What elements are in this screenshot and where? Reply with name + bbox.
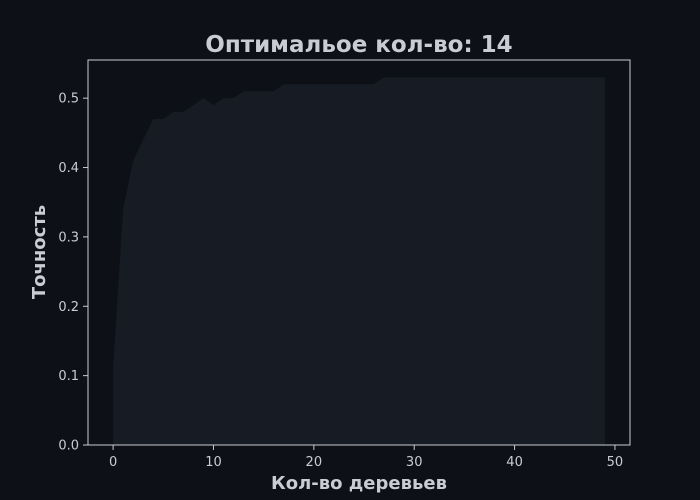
chart-title: Оптимальое кол-во: 14 <box>205 32 512 58</box>
y-tick-label: 0.4 <box>58 161 79 176</box>
y-axis: 0.0 0.1 0.2 0.3 0.4 0.5 <box>58 92 88 454</box>
y-axis-label: Точность <box>29 205 50 299</box>
x-tick-label: 40 <box>506 455 523 470</box>
x-tick-label: 0 <box>109 455 117 470</box>
x-axis-label: Кол-во деревьев <box>271 473 447 494</box>
y-tick-label: 0.3 <box>58 230 79 245</box>
x-tick-label: 20 <box>306 455 323 470</box>
x-axis: 0 10 20 30 40 50 <box>109 445 623 470</box>
x-tick-label: 10 <box>205 455 222 470</box>
y-tick-label: 0.0 <box>58 439 79 454</box>
x-tick-label: 50 <box>607 455 624 470</box>
y-tick-label: 0.1 <box>58 369 79 384</box>
plot-frame <box>87 59 631 446</box>
accuracy-area <box>113 77 605 445</box>
y-tick-label: 0.5 <box>58 92 79 107</box>
x-tick-label: 30 <box>406 455 423 470</box>
y-tick-label: 0.2 <box>58 300 79 315</box>
